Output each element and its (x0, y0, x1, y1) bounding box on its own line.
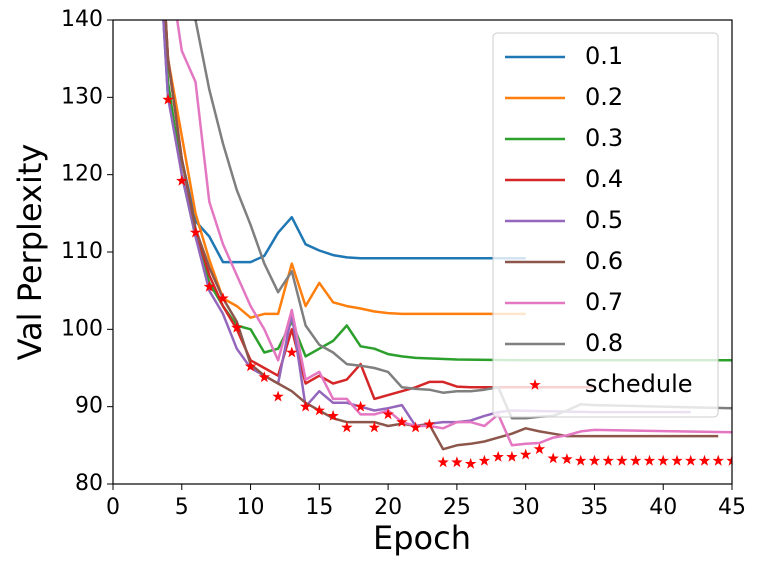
legend-label: 0.7 (585, 288, 623, 316)
star-marker (272, 390, 284, 402)
star-marker (520, 448, 532, 460)
star-marker (423, 418, 436, 430)
legend-marker (529, 379, 541, 390)
y-tick-label: 100 (61, 316, 103, 341)
series-line (164, 20, 526, 319)
x-tick-label: 20 (374, 495, 402, 520)
series-line (162, 20, 526, 264)
star-marker (409, 421, 422, 433)
star-marker (327, 409, 339, 421)
star-marker (506, 450, 518, 462)
legend-label: 0.6 (585, 247, 623, 275)
series-line (164, 20, 595, 401)
x-tick-label: 15 (305, 495, 333, 520)
star-marker (176, 174, 188, 186)
x-tick-label: 30 (512, 495, 540, 520)
y-tick-label: 120 (61, 162, 103, 187)
x-axis-label: Epoch (373, 519, 471, 557)
star-marker (396, 416, 408, 427)
star-marker (299, 400, 312, 412)
star-marker (313, 404, 325, 416)
star-marker (368, 421, 381, 433)
star-marker (533, 443, 546, 455)
star-marker (203, 280, 215, 292)
star-marker (464, 457, 477, 469)
x-tick-label: 35 (580, 495, 608, 520)
plot-area (162, 20, 732, 469)
y-tick-label: 130 (61, 84, 103, 109)
series-line (175, 20, 732, 447)
y-tick-label: 110 (61, 239, 103, 264)
star-marker (451, 456, 463, 468)
star-marker (231, 321, 243, 333)
star-marker (217, 292, 229, 304)
star-marker (575, 454, 587, 466)
star-marker (657, 454, 669, 466)
star-marker (712, 454, 724, 466)
star-marker (630, 454, 642, 466)
legend-label: 0.5 (585, 206, 623, 234)
star-marker (341, 421, 353, 433)
star-marker (588, 454, 601, 466)
star-marker (561, 453, 573, 465)
y-axis-label: Val Perplexity (11, 144, 49, 361)
star-marker (616, 454, 628, 466)
star-marker (258, 371, 270, 383)
star-marker (602, 454, 614, 466)
x-tick-label: 10 (237, 495, 265, 520)
legend-label: 0.4 (585, 165, 623, 193)
star-marker (437, 456, 449, 468)
star-marker (547, 452, 559, 464)
star-marker (354, 400, 367, 412)
legend-box (492, 32, 719, 418)
star-marker (382, 408, 394, 420)
x-tick-label: 25 (443, 495, 471, 520)
star-marker (685, 454, 697, 466)
star-marker (643, 454, 656, 466)
x-tick-label: 0 (106, 495, 120, 520)
legend-label: schedule (585, 370, 693, 398)
star-marker (726, 454, 732, 466)
star-marker (244, 360, 257, 372)
y-tick-label: 140 (61, 7, 103, 32)
y-tick-label: 80 (75, 471, 103, 496)
legend-label: 0.1 (585, 42, 623, 70)
star-marker (698, 454, 711, 466)
star-marker (478, 454, 491, 466)
legend-label: 0.2 (585, 83, 623, 111)
legend-label: 0.8 (585, 329, 623, 357)
star-marker (286, 346, 298, 358)
star-marker (189, 226, 202, 238)
x-tick-label: 40 (649, 495, 677, 520)
x-tick-label: 5 (175, 495, 189, 520)
star-marker (492, 450, 504, 462)
star-marker (162, 93, 174, 105)
legend-label: 0.3 (585, 124, 623, 152)
y-tick-label: 90 (75, 394, 103, 419)
x-tick-label: 45 (718, 495, 746, 520)
star-marker (671, 454, 683, 466)
series-line (162, 20, 691, 428)
